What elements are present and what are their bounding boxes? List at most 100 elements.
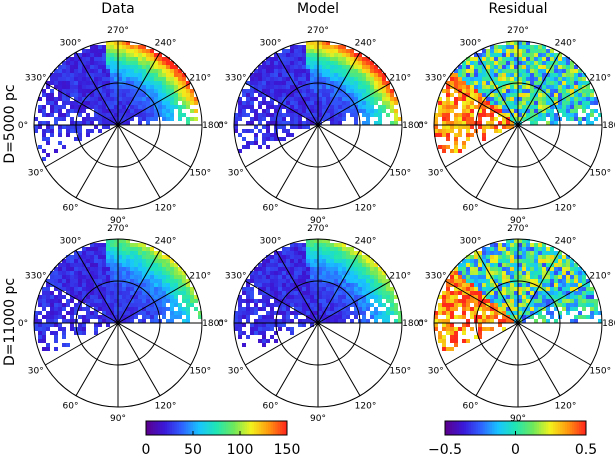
heatmap-cell bbox=[58, 311, 62, 315]
heatmap-cell bbox=[234, 323, 238, 327]
heatmap-cell bbox=[266, 271, 270, 275]
heatmap-cell bbox=[142, 299, 146, 303]
heatmap-cell bbox=[82, 53, 86, 57]
heatmap-cell bbox=[162, 57, 166, 61]
heatmap-cell bbox=[282, 121, 286, 125]
heatmap-cell bbox=[90, 315, 94, 319]
heatmap-cell bbox=[558, 109, 562, 113]
heatmap-cell bbox=[298, 49, 302, 53]
heatmap-cell bbox=[246, 101, 250, 105]
heatmap-cell bbox=[454, 73, 458, 77]
heatmap-cell bbox=[390, 97, 394, 101]
heatmap-cell bbox=[66, 263, 70, 267]
heatmap-cell bbox=[306, 287, 310, 291]
angle-label: 180° bbox=[202, 121, 224, 131]
heatmap-cell bbox=[122, 255, 126, 259]
heatmap-cell bbox=[78, 133, 82, 137]
radial-spoke bbox=[75, 124, 119, 198]
heatmap-cell bbox=[282, 275, 286, 279]
heatmap-cell bbox=[134, 49, 138, 53]
heatmap-cell bbox=[262, 263, 266, 267]
colorbar-tick-label: 50 bbox=[184, 442, 202, 458]
heatmap-cell bbox=[274, 93, 278, 97]
heatmap-cell bbox=[146, 287, 150, 291]
colorbar-segment bbox=[569, 421, 573, 435]
heatmap-cell bbox=[310, 45, 314, 49]
heatmap-cell bbox=[566, 283, 570, 287]
heatmap-cell bbox=[506, 279, 510, 283]
heatmap-cell bbox=[318, 267, 322, 271]
heatmap-cell bbox=[90, 263, 94, 267]
heatmap-cell bbox=[342, 291, 346, 295]
heatmap-cell bbox=[250, 271, 254, 275]
heatmap-cell bbox=[306, 295, 310, 299]
colorbar-segment bbox=[466, 421, 469, 435]
colorbar-segment bbox=[221, 421, 225, 435]
heatmap-cell bbox=[174, 299, 178, 303]
heatmap-cell bbox=[270, 105, 274, 109]
heatmap-cell bbox=[478, 251, 482, 255]
heatmap-cell bbox=[534, 45, 538, 49]
heatmap-cell bbox=[582, 89, 586, 93]
colorbar-segment bbox=[228, 421, 232, 435]
radial-spoke bbox=[317, 124, 391, 168]
heatmap-cell bbox=[354, 53, 358, 57]
heatmap-cell bbox=[302, 287, 306, 291]
heatmap-cell bbox=[358, 287, 362, 291]
angle-label: 150° bbox=[189, 367, 211, 377]
heatmap-cell bbox=[286, 105, 290, 109]
heatmap-cell bbox=[42, 121, 46, 125]
heatmap-cell bbox=[482, 105, 486, 109]
heatmap-cell bbox=[514, 89, 518, 93]
heatmap-cell bbox=[438, 113, 442, 117]
heatmap-cell bbox=[118, 97, 122, 101]
heatmap-cell bbox=[322, 85, 326, 89]
heatmap-cell bbox=[66, 259, 70, 263]
heatmap-cell bbox=[82, 97, 86, 101]
heatmap-cell bbox=[366, 69, 370, 73]
heatmap-cell bbox=[90, 101, 94, 105]
heatmap-cell bbox=[562, 287, 566, 291]
heatmap-cell bbox=[526, 299, 530, 303]
heatmap-cell bbox=[454, 113, 458, 117]
colorbar-segment bbox=[190, 421, 194, 435]
heatmap-cell bbox=[450, 347, 454, 351]
heatmap-cell bbox=[514, 97, 518, 101]
heatmap-cell bbox=[454, 89, 458, 93]
heatmap-cell bbox=[150, 101, 154, 105]
heatmap-cell bbox=[478, 97, 482, 101]
heatmap-cell bbox=[42, 113, 46, 117]
heatmap-cell bbox=[526, 49, 530, 53]
heatmap-cell bbox=[462, 81, 466, 85]
heatmap-cell bbox=[322, 287, 326, 291]
heatmap-cell bbox=[86, 105, 90, 109]
heatmap-cell bbox=[158, 57, 162, 61]
heatmap-cell bbox=[514, 77, 518, 81]
heatmap-cell bbox=[482, 299, 486, 303]
heatmap-cell bbox=[502, 89, 506, 93]
colorbar-segment bbox=[146, 421, 149, 435]
heatmap-cell bbox=[322, 251, 326, 255]
heatmap-cell bbox=[490, 49, 494, 53]
heatmap-cell bbox=[454, 141, 458, 145]
heatmap-cell bbox=[546, 271, 550, 275]
heatmap-cell bbox=[274, 311, 278, 315]
heatmap-cell bbox=[466, 57, 470, 61]
heatmap-cell bbox=[90, 247, 94, 251]
heatmap-cell bbox=[98, 89, 102, 93]
heatmap-cell bbox=[378, 77, 382, 81]
heatmap-cell bbox=[450, 335, 454, 339]
heatmap-cell bbox=[322, 255, 326, 259]
heatmap-cell bbox=[478, 331, 482, 335]
heatmap-cell bbox=[558, 303, 562, 307]
colorbar-segment bbox=[225, 421, 229, 435]
colorbar-segment bbox=[188, 421, 192, 435]
heatmap-cell bbox=[102, 65, 106, 69]
heatmap-cell bbox=[546, 307, 550, 311]
heatmap-cell bbox=[438, 129, 442, 133]
heatmap-cell bbox=[586, 85, 590, 89]
heatmap-cell bbox=[530, 295, 534, 299]
heatmap-cell bbox=[338, 105, 342, 109]
heatmap-cell bbox=[130, 81, 134, 85]
heatmap-cell bbox=[154, 263, 158, 267]
